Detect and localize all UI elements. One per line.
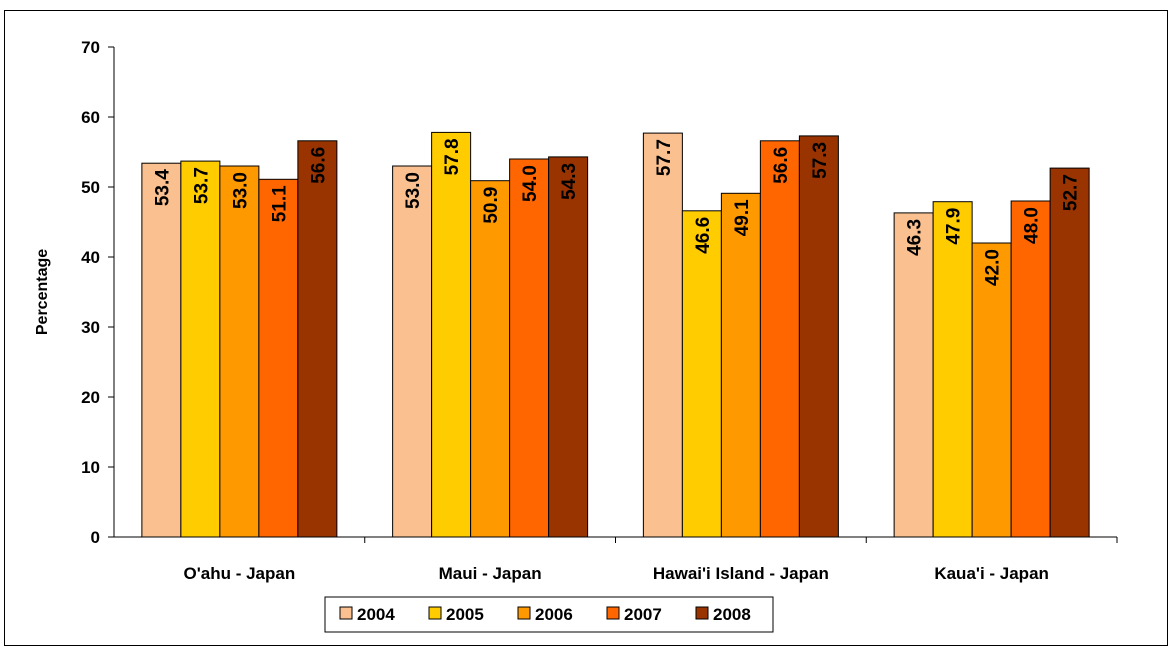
y-tick-label: 40: [81, 248, 100, 267]
bar-value-label: 46.6: [693, 217, 714, 254]
bar-value-label: 49.1: [732, 199, 753, 236]
bar: [932, 201, 973, 538]
bar-value-label: 51.1: [269, 185, 290, 222]
legend-label: 2004: [357, 605, 395, 624]
bar-value-label: 54.3: [559, 163, 580, 200]
legend-swatch: [606, 606, 620, 620]
x-category-label: Kaua'i - Japan: [934, 564, 1049, 583]
bar: [392, 165, 433, 538]
legend-label: 2006: [535, 605, 573, 624]
bar: [681, 210, 722, 538]
bar-value-label: 57.7: [654, 139, 675, 176]
bar-value-label: 57.8: [442, 138, 463, 175]
bar-value-label: 53.7: [191, 167, 212, 204]
bar: [180, 160, 221, 538]
y-tick-label: 20: [81, 388, 100, 407]
legend-label: 2008: [713, 605, 751, 624]
bar-value-label: 56.6: [771, 147, 792, 184]
y-tick-label: 30: [81, 318, 100, 337]
chart-frame: [4, 10, 1168, 646]
bar-value-label: 48.0: [1022, 207, 1043, 244]
bar-value-label: 57.3: [810, 142, 831, 179]
legend-label: 2005: [446, 605, 484, 624]
bar: [893, 212, 934, 538]
bar-value-label: 47.9: [944, 208, 965, 245]
bar-value-label: 46.3: [905, 219, 926, 256]
bar-value-label: 42.0: [983, 249, 1004, 286]
y-tick-label: 10: [81, 458, 100, 477]
legend-swatch: [339, 606, 353, 620]
y-tick-label: 0: [91, 528, 100, 547]
bar: [219, 165, 260, 538]
legend-swatch: [428, 606, 442, 620]
bar: [642, 132, 683, 538]
legend-label: 2007: [624, 605, 662, 624]
bar: [297, 140, 338, 538]
bar: [759, 140, 800, 538]
x-category-label: Hawai'i Island - Japan: [653, 564, 829, 583]
bar: [798, 135, 839, 538]
y-tick-label: 50: [81, 178, 100, 197]
legend-swatch: [695, 606, 709, 620]
bar-value-label: 56.6: [308, 147, 329, 184]
bar: [720, 192, 761, 538]
bar: [141, 162, 182, 538]
bar: [1049, 167, 1090, 538]
bar: [470, 180, 511, 538]
bar: [258, 178, 299, 538]
x-category-label: Maui - Japan: [439, 564, 542, 583]
x-category-label: O'ahu - Japan: [184, 564, 296, 583]
legend-swatch: [517, 606, 531, 620]
bar-value-label: 53.0: [230, 172, 251, 209]
y-tick-label: 60: [81, 108, 100, 127]
bar-value-label: 53.4: [152, 169, 173, 206]
bar: [971, 242, 1012, 538]
y-axis-title: Percentage: [34, 249, 51, 335]
bar: [1010, 200, 1051, 538]
bar-value-label: 54.0: [520, 165, 541, 202]
bar: [548, 156, 589, 538]
bar-value-label: 50.9: [481, 187, 502, 224]
bar: [509, 158, 550, 538]
y-tick-label: 70: [81, 38, 100, 57]
bar-value-label: 52.7: [1061, 174, 1082, 211]
bar: [431, 131, 472, 538]
bar-value-label: 53.0: [403, 172, 424, 209]
